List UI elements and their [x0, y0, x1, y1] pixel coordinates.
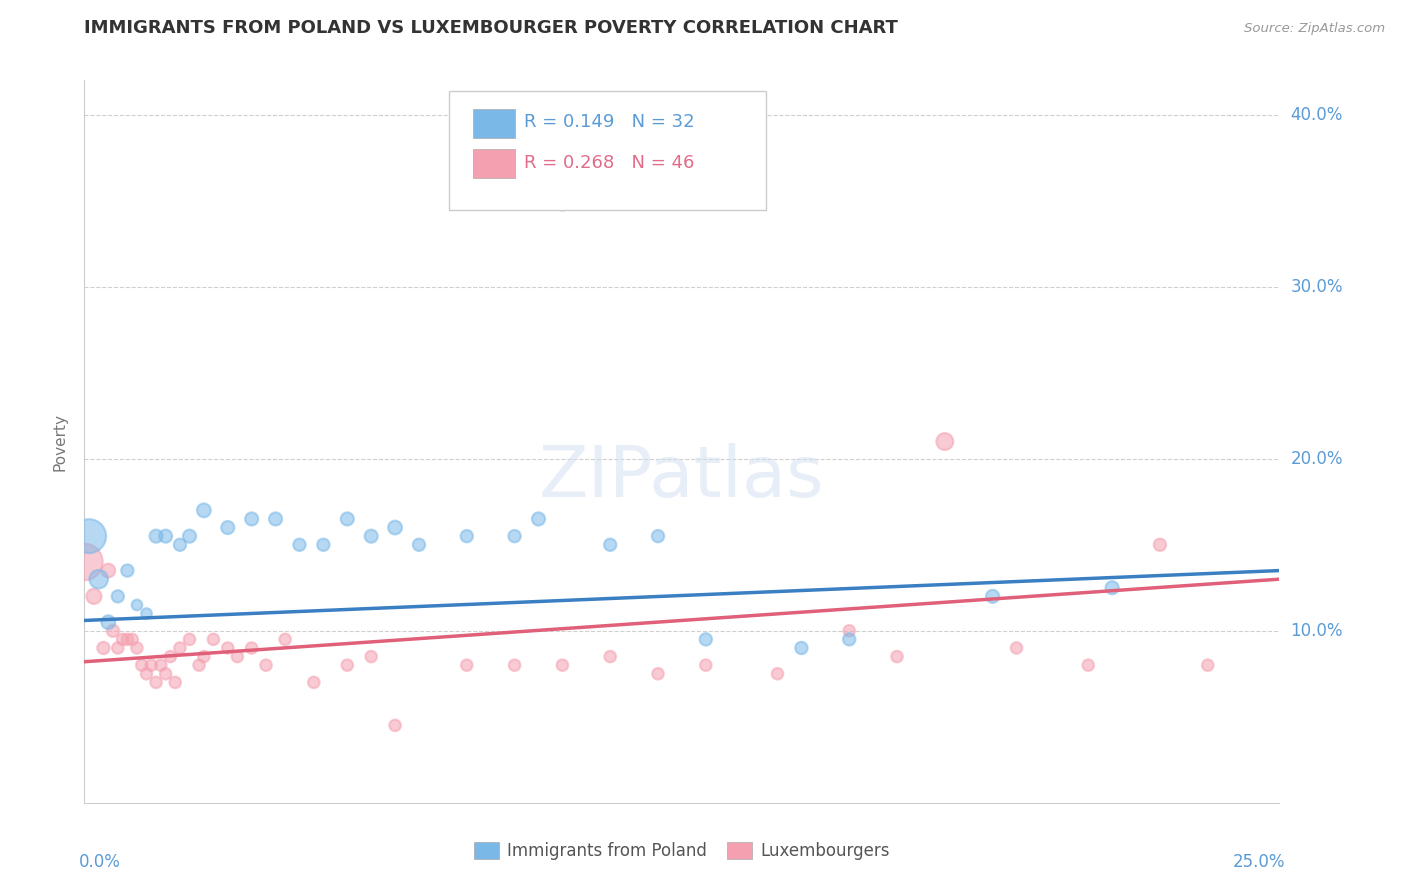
- Text: Source: ZipAtlas.com: Source: ZipAtlas.com: [1244, 22, 1385, 36]
- Point: [121, 632, 143, 647]
- Text: 25.0%: 25.0%: [1233, 854, 1285, 871]
- Point: [288, 538, 311, 552]
- Text: R = 0.268   N = 46: R = 0.268 N = 46: [524, 154, 695, 172]
- Point: [336, 512, 359, 526]
- FancyBboxPatch shape: [472, 109, 515, 138]
- Point: [145, 529, 167, 543]
- Point: [135, 666, 157, 681]
- Point: [264, 512, 287, 526]
- Point: [159, 649, 181, 664]
- Point: [456, 658, 478, 673]
- Point: [131, 658, 153, 673]
- Point: [193, 503, 215, 517]
- Point: [155, 666, 177, 681]
- Legend: Immigrants from Poland, Luxembourgers: Immigrants from Poland, Luxembourgers: [467, 835, 897, 867]
- Point: [125, 598, 148, 612]
- Point: [647, 666, 669, 681]
- Point: [695, 658, 717, 673]
- Text: 30.0%: 30.0%: [1291, 277, 1343, 296]
- Point: [312, 538, 335, 552]
- Point: [141, 658, 163, 673]
- Point: [97, 564, 120, 578]
- Point: [1197, 658, 1219, 673]
- Point: [83, 590, 105, 604]
- Point: [408, 538, 430, 552]
- Point: [188, 658, 211, 673]
- Point: [360, 649, 382, 664]
- Text: 20.0%: 20.0%: [1291, 450, 1343, 467]
- Point: [599, 649, 621, 664]
- Point: [527, 512, 550, 526]
- Point: [179, 529, 201, 543]
- Point: [217, 640, 239, 655]
- Point: [107, 640, 129, 655]
- Point: [217, 520, 239, 534]
- Point: [274, 632, 297, 647]
- Point: [551, 194, 574, 208]
- Point: [384, 520, 406, 534]
- Point: [107, 590, 129, 604]
- Point: [647, 529, 669, 543]
- Point: [73, 555, 96, 569]
- Point: [503, 658, 526, 673]
- Point: [77, 529, 100, 543]
- Y-axis label: Poverty: Poverty: [52, 412, 67, 471]
- Point: [1005, 640, 1028, 655]
- Text: R = 0.149   N = 32: R = 0.149 N = 32: [524, 113, 695, 131]
- Point: [117, 564, 139, 578]
- Text: IMMIGRANTS FROM POLAND VS LUXEMBOURGER POVERTY CORRELATION CHART: IMMIGRANTS FROM POLAND VS LUXEMBOURGER P…: [84, 19, 898, 37]
- Point: [336, 658, 359, 673]
- Point: [240, 640, 263, 655]
- Point: [97, 615, 120, 630]
- Point: [226, 649, 249, 664]
- Point: [981, 590, 1004, 604]
- Point: [93, 640, 115, 655]
- Text: 40.0%: 40.0%: [1291, 105, 1343, 124]
- Point: [169, 640, 191, 655]
- Point: [934, 434, 956, 449]
- FancyBboxPatch shape: [472, 149, 515, 178]
- Point: [149, 658, 172, 673]
- Point: [790, 640, 813, 655]
- Point: [155, 529, 177, 543]
- Text: 10.0%: 10.0%: [1291, 622, 1343, 640]
- Point: [101, 624, 124, 638]
- Point: [503, 529, 526, 543]
- Point: [111, 632, 134, 647]
- Point: [838, 632, 860, 647]
- Point: [117, 632, 139, 647]
- Point: [838, 624, 860, 638]
- Point: [165, 675, 187, 690]
- Point: [254, 658, 277, 673]
- Point: [145, 675, 167, 690]
- Text: 0.0%: 0.0%: [79, 854, 121, 871]
- Point: [599, 538, 621, 552]
- Point: [1077, 658, 1099, 673]
- Point: [169, 538, 191, 552]
- Point: [202, 632, 225, 647]
- Point: [456, 529, 478, 543]
- Point: [125, 640, 148, 655]
- Point: [384, 718, 406, 732]
- Point: [302, 675, 325, 690]
- Point: [551, 658, 574, 673]
- Text: ZIPatlas: ZIPatlas: [538, 443, 825, 512]
- Point: [695, 632, 717, 647]
- Point: [1149, 538, 1171, 552]
- Point: [179, 632, 201, 647]
- Point: [240, 512, 263, 526]
- Point: [87, 572, 110, 586]
- Point: [135, 607, 157, 621]
- Point: [360, 529, 382, 543]
- Point: [886, 649, 908, 664]
- FancyBboxPatch shape: [449, 91, 766, 211]
- Point: [766, 666, 789, 681]
- Point: [1101, 581, 1123, 595]
- Point: [193, 649, 215, 664]
